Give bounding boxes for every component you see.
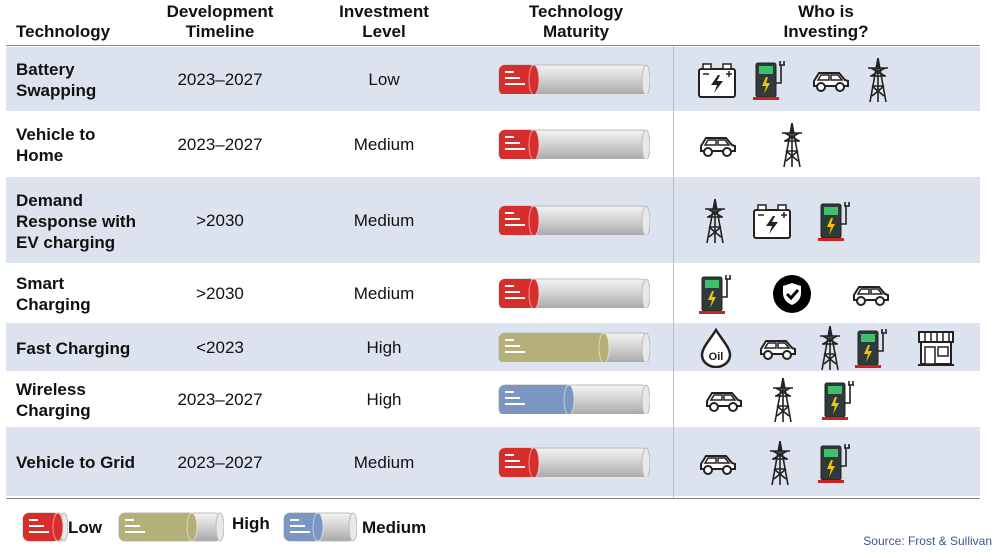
car-icon: [757, 334, 797, 367]
technology-cell: Vehicle to Home: [16, 125, 96, 165]
maturity-battery-icon: [498, 384, 650, 414]
timeline-cell: <2023: [196, 338, 244, 357]
row-separator: [6, 111, 980, 113]
source-note: Source: Frost & Sullivan: [863, 534, 992, 548]
charging-station-icon: [818, 442, 854, 489]
timeline-cell: 2023–2027: [177, 390, 263, 409]
power-tower-icon: [780, 121, 804, 174]
technology-cell: Battery Swapping: [16, 60, 97, 100]
row-separator: [6, 175, 980, 177]
maturity-battery-icon: [498, 129, 650, 159]
table-row: Demand Response with EV charging >2030 Med…: [6, 177, 980, 265]
charging-station-icon: [822, 379, 858, 426]
technology-cell: Demand Response with EV charging: [16, 191, 136, 252]
table-row: Wireless Charging 2023–2027 High: [6, 373, 980, 427]
power-tower-icon: [703, 197, 727, 250]
legend-low-battery-icon: [22, 512, 68, 542]
power-tower-icon: [818, 324, 842, 377]
table-row: Battery Swapping 2023–2027 Low: [6, 47, 980, 113]
header-investment: Investment Level: [339, 2, 429, 41]
charging-station-icon: [699, 273, 735, 320]
timeline-cell: >2030: [196, 211, 244, 230]
maturity-battery-icon: [498, 447, 650, 477]
power-tower-icon: [768, 439, 792, 492]
legend-high-battery-icon: [118, 512, 224, 542]
battery-icon: [697, 61, 737, 104]
technology-cell: Vehicle to Grid: [16, 453, 136, 472]
header-maturity: Technology Maturity: [528, 2, 624, 41]
maturity-battery-icon: [498, 278, 650, 308]
car-icon: [697, 449, 737, 482]
investment-cell: Medium: [353, 135, 415, 154]
investment-cell: High: [366, 338, 402, 357]
car-icon: [850, 280, 890, 313]
row-separator: [6, 371, 980, 373]
shield-check-icon: [772, 274, 812, 319]
car-icon: [810, 66, 850, 99]
table-row: Vehicle to Home 2023–2027 Medium: [6, 113, 980, 177]
row-separator: [6, 321, 980, 323]
legend-medium-label: Medium: [362, 518, 427, 537]
header-technology: Technology: [16, 22, 111, 41]
oil-drop-icon: Oil: [699, 327, 733, 373]
battery-icon: [752, 202, 792, 245]
row-separator: [6, 425, 980, 427]
maturity-battery-icon: [498, 205, 650, 235]
technology-cell: Wireless Charging: [16, 380, 91, 420]
table-row: Fast Charging <2023 High Oil: [6, 323, 980, 373]
technology-cell: Fast Charging: [16, 339, 131, 358]
table-row: Vehicle to Grid 2023–2027 Medium: [6, 427, 980, 498]
charging-station-icon: [818, 200, 854, 247]
timeline-cell: 2023–2027: [177, 453, 263, 472]
header-rule: [6, 45, 980, 46]
table-header: Technology Development Timeline Investme…: [0, 0, 1000, 46]
legend-medium-battery-icon: [283, 512, 357, 542]
car-icon: [703, 386, 743, 419]
charging-station-icon: [855, 327, 891, 374]
car-icon: [697, 131, 737, 164]
charging-station-icon: [753, 59, 789, 106]
investment-cell: High: [366, 390, 402, 409]
power-tower-icon: [866, 56, 890, 109]
investment-cell: Medium: [353, 453, 415, 472]
timeline-cell: >2030: [196, 284, 244, 303]
header-timeline: Development Timeline: [166, 2, 274, 41]
timeline-cell: 2023–2027: [177, 135, 263, 154]
legend-high-label: High: [232, 514, 270, 533]
power-tower-icon: [771, 376, 795, 429]
row-separator: [6, 496, 980, 498]
header-who: Who is Investing?: [783, 2, 869, 41]
svg-text:Oil: Oil: [709, 351, 724, 363]
row-separator: [6, 263, 980, 265]
legend-low-label: Low: [68, 518, 102, 537]
maturity-battery-icon: [498, 332, 650, 362]
technology-cell: Smart Charging: [16, 274, 91, 314]
maturity-battery-icon: [498, 64, 650, 94]
investment-cell: Medium: [353, 211, 415, 230]
timeline-cell: 2023–2027: [177, 70, 263, 89]
investment-cell: Medium: [353, 284, 415, 303]
investment-cell: Low: [368, 70, 400, 89]
table-bottom-rule: [6, 498, 980, 499]
store-icon: [916, 328, 956, 373]
column-divider: [673, 46, 674, 498]
table-row: Smart Charging >2030 Medium: [6, 265, 980, 323]
